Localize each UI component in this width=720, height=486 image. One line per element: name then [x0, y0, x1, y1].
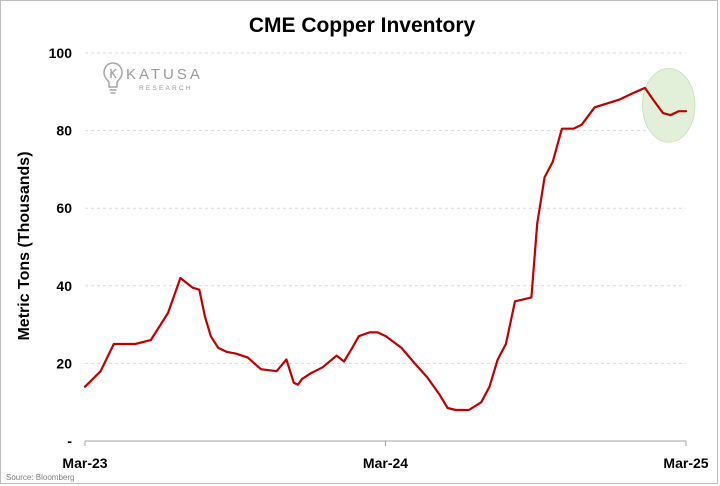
data-point	[310, 372, 312, 374]
data-point	[447, 407, 449, 409]
y-tick-label: 20	[56, 355, 72, 371]
data-point	[455, 409, 457, 411]
data-point	[401, 347, 403, 349]
data-point	[552, 161, 554, 163]
data-point	[179, 277, 181, 279]
data-point	[276, 370, 278, 372]
gridlines	[85, 52, 686, 364]
data-point	[351, 347, 353, 349]
data-point	[594, 106, 596, 108]
data-point	[336, 355, 338, 357]
data-point	[530, 296, 532, 298]
data-point	[581, 124, 583, 126]
data-point	[505, 343, 507, 345]
data-point	[561, 128, 563, 130]
data-point	[235, 353, 237, 355]
data-point	[536, 223, 538, 225]
x-axis-ticks	[84, 441, 687, 446]
logo-subtitle: RESEARCH	[139, 85, 193, 92]
highlight-ellipse	[642, 68, 696, 143]
logo-name: KATUSA	[126, 66, 203, 83]
data-point	[134, 343, 136, 345]
data-point	[343, 361, 345, 363]
data-point	[662, 112, 664, 114]
y-axis-label: Metric Tons (Thousands)	[16, 151, 33, 340]
data-point	[322, 366, 324, 368]
data-point	[121, 343, 123, 345]
series-line	[83, 86, 688, 412]
series-points	[84, 87, 687, 411]
data-point	[100, 370, 102, 372]
data-point	[644, 87, 646, 89]
data-point	[414, 362, 416, 364]
data-point	[225, 351, 227, 353]
y-tick-labels: - 20 40 60 80 100	[49, 45, 73, 449]
data-point	[544, 176, 546, 178]
data-point	[468, 409, 470, 411]
data-point	[669, 114, 671, 116]
lightbulb-k-icon	[103, 62, 123, 94]
data-point	[285, 359, 287, 361]
data-point	[385, 335, 387, 337]
x-tick-label: Mar-25	[663, 455, 708, 471]
data-point	[84, 386, 86, 388]
y-tick-label: 40	[56, 278, 72, 294]
data-point	[297, 384, 299, 386]
data-point	[480, 401, 482, 403]
data-point	[192, 287, 194, 289]
data-point	[167, 312, 169, 314]
data-point	[606, 102, 608, 104]
data-point	[369, 331, 371, 333]
y-tick-label: 100	[49, 45, 73, 61]
data-point	[358, 335, 360, 337]
data-point	[652, 99, 654, 101]
data-point	[572, 128, 574, 130]
x-tick-label: Mar-23	[62, 455, 107, 471]
katusa-logo: KATUSA RESEARCH	[103, 62, 203, 94]
source-note: Source: Bloomberg	[6, 473, 74, 482]
data-point	[377, 331, 379, 333]
data-point	[489, 386, 491, 388]
chart-title: CME Copper Inventory	[249, 14, 476, 37]
y-tick-label: 60	[56, 200, 72, 216]
data-point	[260, 368, 262, 370]
data-point	[247, 357, 249, 359]
data-point	[685, 110, 687, 112]
data-point	[497, 359, 499, 361]
x-tick-labels: Mar-23 Mar-24 Mar-25	[62, 455, 708, 471]
data-point	[301, 378, 303, 380]
data-point	[210, 335, 212, 337]
data-point	[426, 376, 428, 378]
data-point	[113, 343, 115, 345]
data-point	[217, 347, 219, 349]
data-point	[438, 393, 440, 395]
data-point	[198, 289, 200, 291]
data-point	[293, 382, 295, 384]
x-tick-label: Mar-24	[363, 455, 408, 471]
data-point	[631, 93, 633, 95]
y-tick-label: 80	[56, 123, 72, 139]
data-point	[678, 110, 680, 112]
data-point	[522, 298, 524, 300]
data-point	[150, 339, 152, 341]
data-point	[514, 300, 516, 302]
data-point	[618, 99, 620, 101]
data-point	[204, 316, 206, 318]
y-tick-label: -	[67, 433, 72, 449]
